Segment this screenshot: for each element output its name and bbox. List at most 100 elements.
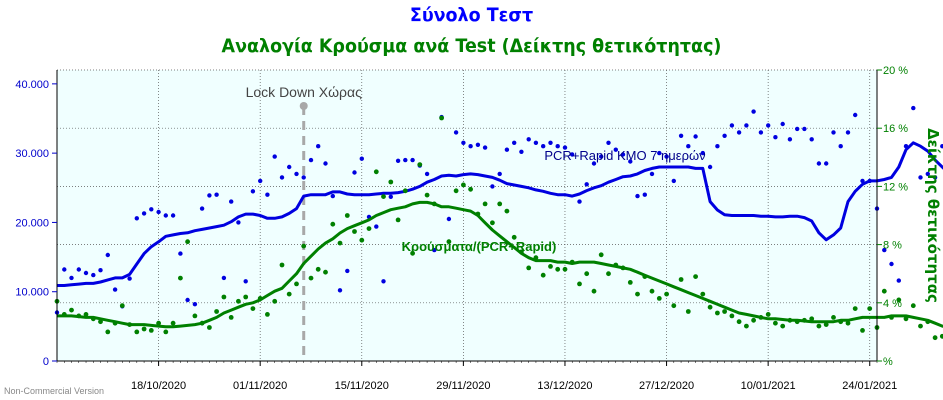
tests_daily-point: [606, 140, 611, 145]
y-left-tick-label: 30.000: [15, 148, 49, 160]
positivity_daily-point: [497, 201, 503, 207]
positivity_daily-point: [910, 303, 916, 309]
positivity_daily-point: [468, 186, 473, 192]
positivity_daily-point: [453, 188, 459, 194]
y-left-tick-label: 40.000: [15, 79, 49, 91]
chart-marks: [54, 105, 943, 341]
x-tick-label: 01/11/2020: [233, 380, 287, 392]
positivity_daily-point: [555, 266, 561, 272]
tests_daily-point: [149, 207, 154, 212]
tests_daily-point: [911, 105, 916, 111]
tests_daily-point: [105, 252, 111, 258]
positivity_daily-point: [823, 322, 829, 327]
tests_daily-point: [381, 279, 386, 284]
tests_daily-point: [127, 276, 132, 281]
positivity_daily-point: [635, 291, 640, 297]
tests_daily-point: [831, 130, 836, 135]
x-tick-label: 29/11/2020: [436, 380, 490, 392]
positivity_daily-point: [584, 271, 590, 277]
tests_daily-point: [940, 144, 943, 149]
positivity_daily-point: [548, 264, 553, 269]
gridlines: [57, 69, 877, 361]
tests_daily-point: [410, 157, 415, 163]
tests_daily-point: [642, 192, 647, 197]
tests_daily-point: [207, 193, 212, 198]
lockdown-annotation: Lock Down Χώρας: [246, 84, 362, 361]
positivity_daily-point: [526, 265, 532, 271]
tests_daily-point: [519, 149, 524, 154]
positivity_daily-point: [156, 320, 162, 326]
tests_daily-point: [729, 123, 735, 128]
positivity_daily-point: [424, 192, 430, 198]
credit-note: Non-Commercial Version: [4, 386, 105, 396]
tests_daily-point: [533, 140, 539, 145]
tests_daily-point: [214, 192, 219, 197]
tests_daily-point: [461, 140, 466, 145]
positivity_daily-point: [700, 291, 706, 297]
positivity_daily-point: [243, 294, 249, 300]
positivity_daily-point: [301, 243, 307, 249]
lockdown-marker: [299, 102, 308, 110]
positivity_daily-point: [141, 326, 147, 332]
tests_daily-point: [221, 275, 227, 281]
tests_daily-point: [468, 144, 473, 149]
tests_daily-point: [860, 178, 865, 184]
tests_daily-point: [446, 216, 452, 222]
tests_daily-point: [294, 171, 299, 177]
positivity_daily-point: [323, 269, 328, 275]
tests_daily-point: [548, 140, 553, 145]
positivity_daily-point: [918, 323, 923, 329]
positivity_daily-point: [178, 275, 183, 281]
lockdown-label: Lock Down Χώρας: [246, 84, 362, 100]
positivity_daily-point: [83, 312, 89, 317]
series-label-tests: PCR+Rapid ΚΜΟ 7 ημερών: [544, 148, 705, 163]
positivity_daily-point: [214, 309, 220, 314]
tests_daily-point: [584, 182, 589, 187]
positivity_daily-point: [816, 323, 822, 329]
y-right-axis-title: Δείκτης θετικότητας: [924, 128, 942, 303]
tests_daily-point: [766, 123, 771, 128]
positivity_daily-point: [446, 239, 452, 245]
tests_daily-point: [649, 171, 655, 177]
tests_daily-point: [802, 126, 807, 132]
x-tick-label: 13/12/2020: [537, 380, 592, 392]
y-right-tick-label: 12 %: [883, 181, 908, 193]
positivity_daily-point: [932, 335, 938, 341]
tests_daily-point: [744, 123, 749, 128]
positivity_daily-point: [627, 280, 633, 285]
tests_daily-point: [258, 178, 263, 184]
positivity_daily-point: [221, 294, 227, 300]
tests_daily-point: [628, 159, 633, 164]
positivity_daily-point: [272, 298, 278, 304]
tests_daily-point: [925, 171, 930, 177]
positivity_daily-point: [577, 281, 582, 287]
positivity_daily-point: [148, 328, 154, 333]
positivity_daily-point: [598, 252, 604, 258]
positivity_daily-point: [366, 226, 372, 232]
tests_daily-point: [403, 157, 408, 163]
tests_daily-point: [497, 171, 502, 177]
tests_daily-point: [279, 175, 285, 180]
tests_daily-point: [577, 199, 582, 204]
positivity_daily-point: [344, 213, 350, 218]
positivity_daily-point: [715, 310, 720, 316]
positivity_daily-point: [119, 303, 125, 309]
tests_daily-point: [686, 144, 691, 149]
tests_daily-point: [272, 154, 277, 159]
positivity_daily-point: [773, 320, 778, 326]
positivity_daily-point: [207, 325, 212, 330]
tests_daily-point: [185, 297, 190, 303]
positivity_daily-point: [729, 313, 735, 319]
positivity_daily-point: [765, 312, 771, 317]
positivity_daily-point: [562, 266, 568, 272]
positivity_daily-point: [504, 208, 510, 214]
positivity_daily-point: [722, 309, 727, 314]
positivity_daily-point: [294, 281, 299, 287]
tests_daily-point: [541, 144, 546, 149]
positivity_daily-point: [330, 221, 336, 227]
tests_daily-point: [678, 133, 684, 138]
positivity_daily-point: [395, 217, 401, 223]
tests_daily-point: [388, 194, 393, 199]
tests_daily-point: [91, 272, 96, 278]
